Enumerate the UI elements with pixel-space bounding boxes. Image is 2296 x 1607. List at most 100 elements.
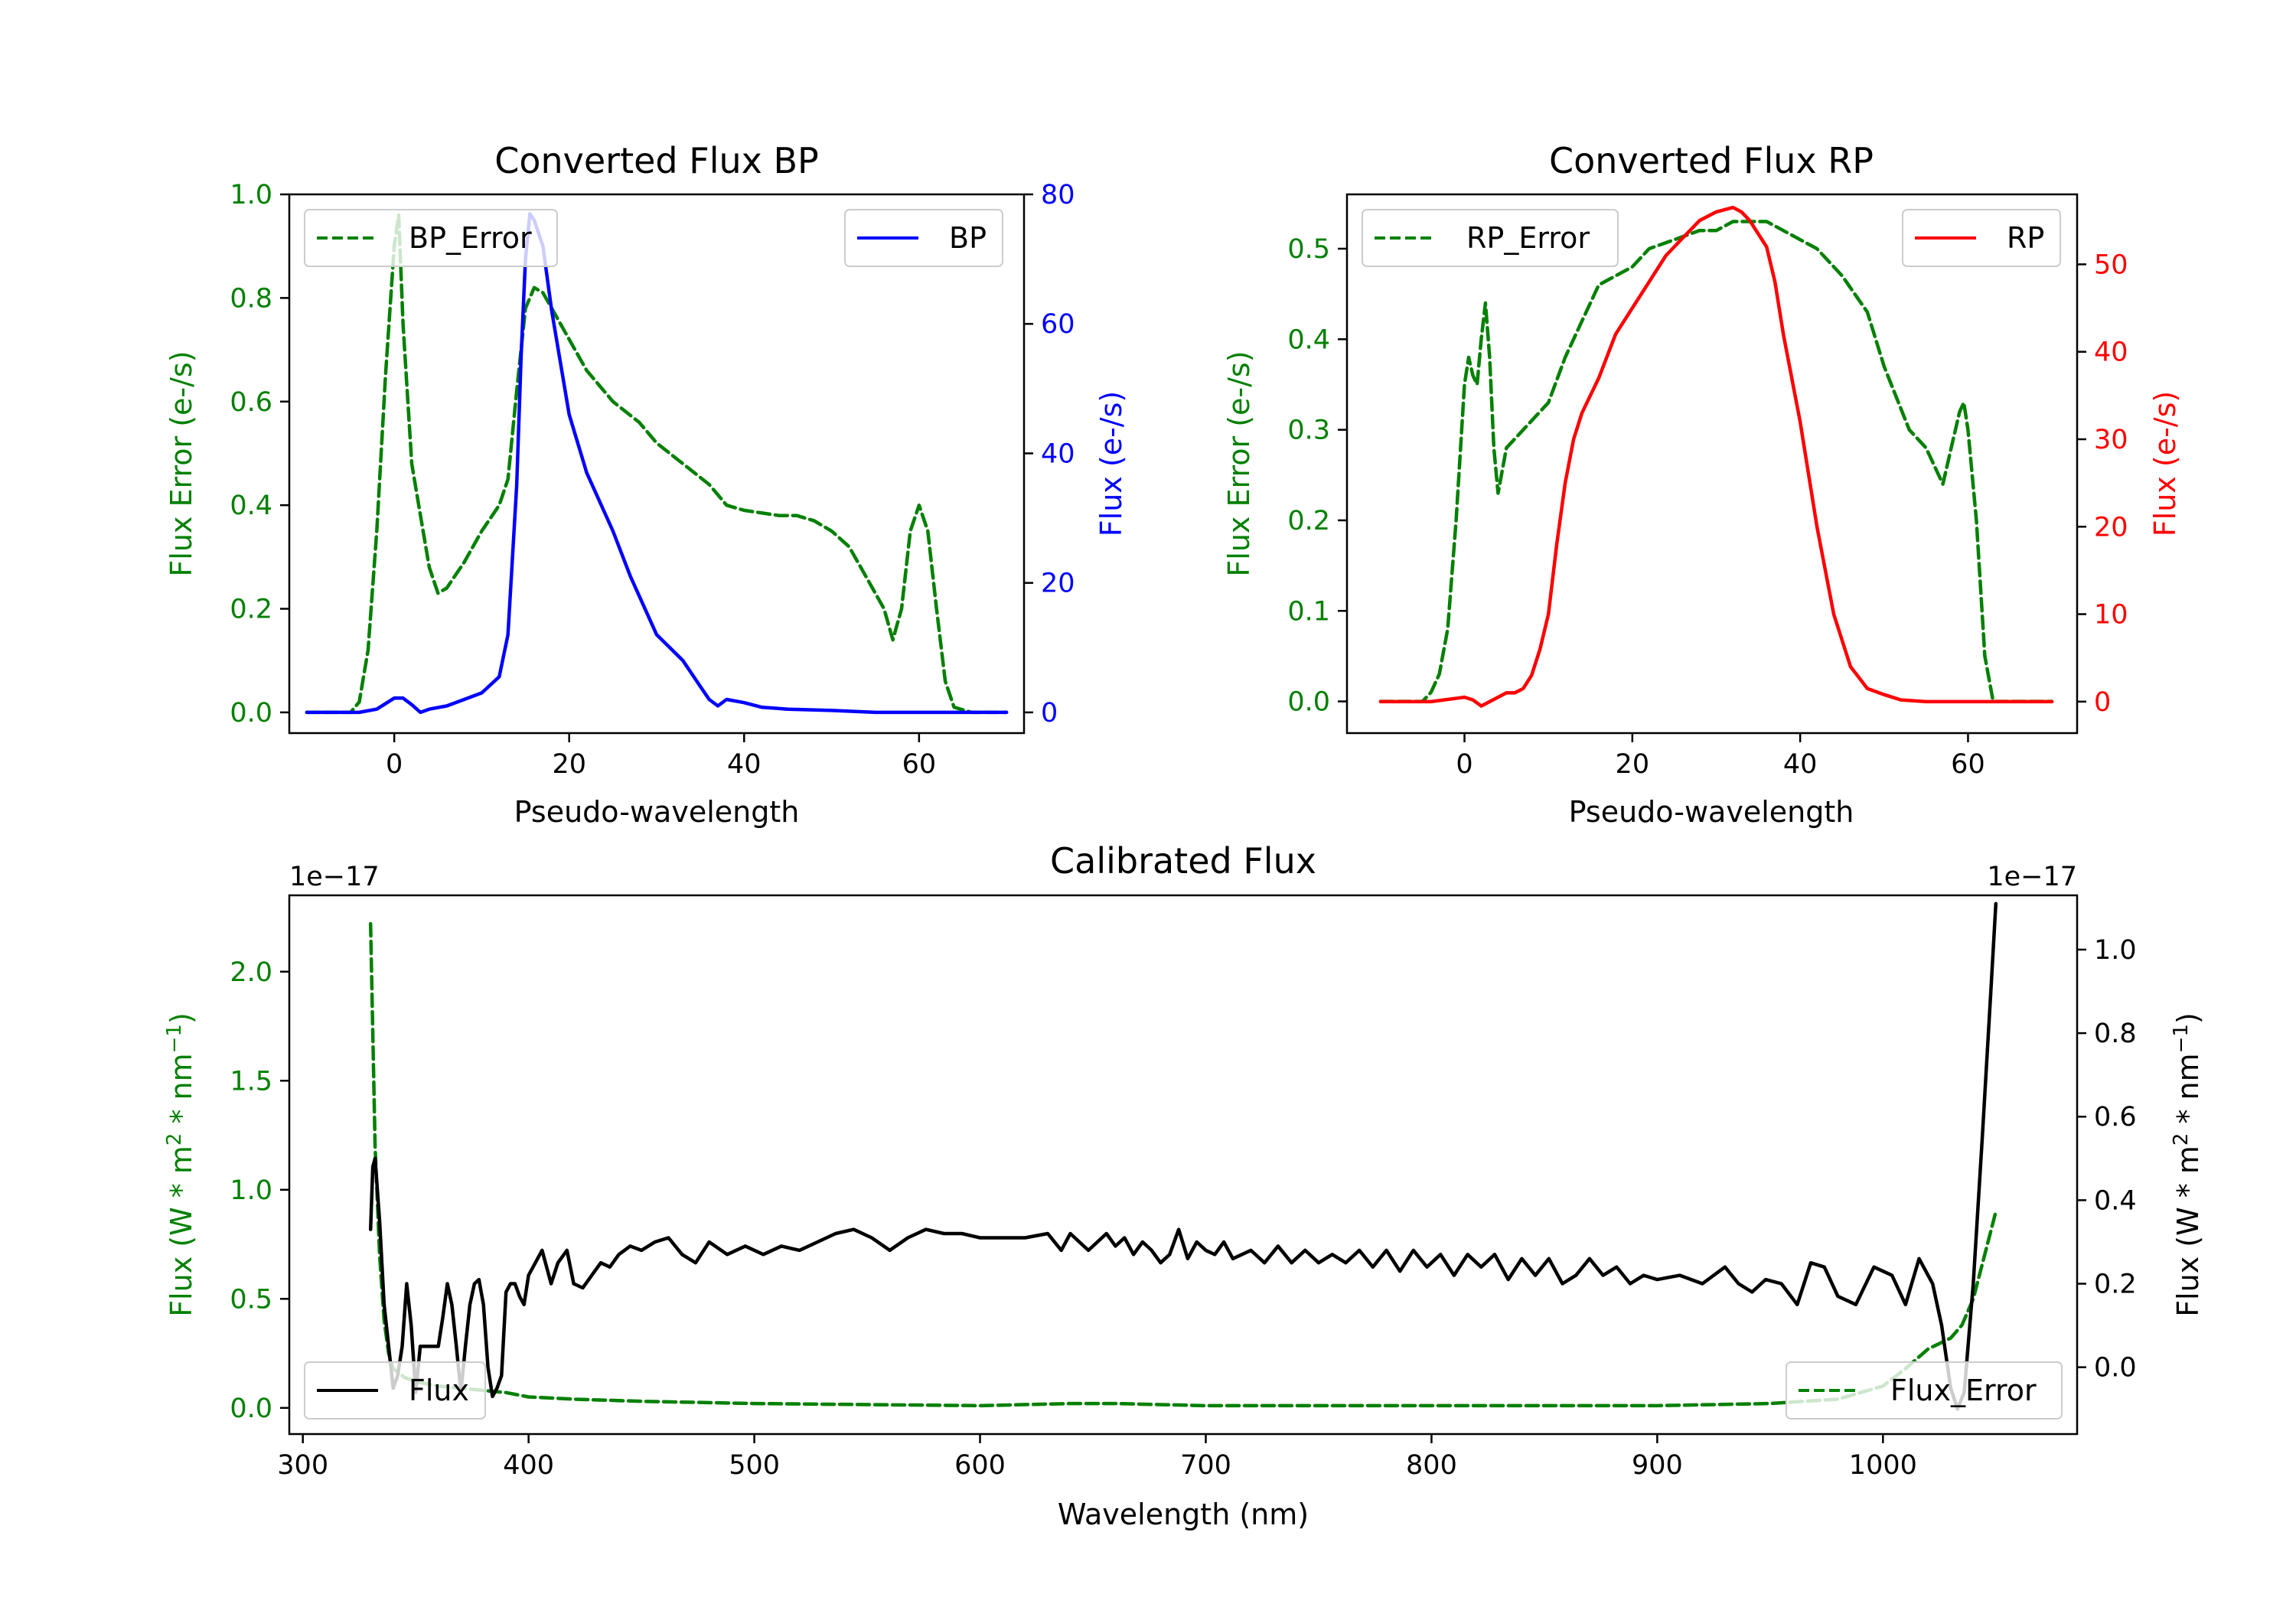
cal-offset-right: 1e−17 (1987, 862, 2077, 892)
bp-ytick-left-label: 0.4 (230, 491, 272, 521)
rp-ytick-right-label: 0 (2094, 687, 2111, 718)
rp-legend-left-box (1362, 209, 1619, 267)
bp-ytick-left-label: 0.8 (230, 283, 272, 314)
rp-frame (1345, 193, 2079, 735)
cal-ylabel-right: Flux (W * m2 * nm−1) (2170, 1012, 2205, 1317)
bp-xtick-label: 60 (902, 749, 937, 780)
rp-series-rp (1378, 205, 2054, 708)
cal-ytick-left-label: 1.0 (230, 1175, 272, 1206)
cal-legend-left-label: Flux (409, 1374, 469, 1407)
cal-legend-left: Flux (304, 1361, 486, 1420)
bp-series-bp (305, 212, 1009, 715)
cal-xtick-label: 1000 (1849, 1450, 1917, 1481)
bp-xtick-label: 40 (727, 749, 762, 780)
cal-frame (288, 894, 2079, 1436)
bp-legend-left-label: BP_Error (409, 221, 532, 255)
cal-ytick-right-label: 0.8 (2094, 1019, 2137, 1049)
rp-xtick-label: 20 (1616, 749, 1650, 780)
rp-ytick-right-label: 50 (2094, 249, 2128, 280)
rp-ylabel-left: Flux Error (e-/s) (1222, 350, 1256, 576)
cal-ytick-right-label: 0.4 (2094, 1185, 2137, 1216)
bp-ytick-right-label: 40 (1041, 438, 1075, 469)
cal-ytick-right-label: 1.0 (2094, 935, 2137, 966)
bp-legend-left: BP_Error (304, 209, 558, 267)
panel-cal: Calibrated Flux 1e−17 1e−17 300 400 500 600… (163, 840, 2205, 1531)
cal-legend-left-box (304, 1361, 486, 1420)
rp-ticks-group: 0 20 40 60 0.0 0.1 0.2 0.3 0.4 0.5 0 10 20 30 40 50 (1287, 234, 2128, 780)
cal-ytick-right-label: 0.2 (2094, 1270, 2137, 1300)
cal-xlabel: Wavelength (nm) (1058, 1498, 1309, 1531)
cal-legend-right: Flux_Error (1786, 1361, 2063, 1420)
rp-ytick-left-label: 0.2 (1287, 506, 1330, 536)
rp-ytick-left-label: 0.5 (1287, 234, 1330, 265)
bp-xtick-label: 0 (386, 749, 403, 780)
bp-legend-left-box (304, 209, 558, 267)
bp-title: Converted Flux BP (494, 140, 819, 181)
bp-ytick-left-label: 0.2 (230, 595, 272, 625)
cal-legend-right-box (1786, 1361, 2063, 1420)
rp-xlabel: Pseudo-wavelength (1569, 795, 1854, 829)
bp-ytick-right-label: 60 (1041, 309, 1075, 340)
panel-rp: Converted Flux RP 0 20 40 60 0.0 0.1 0.2 0.3 0.4… (1222, 140, 2182, 829)
cal-ytick-right-label: 0.0 (2094, 1353, 2137, 1384)
rp-ytick-right-label: 40 (2094, 337, 2128, 368)
bp-frame (288, 193, 1026, 735)
cal-ytick-left-label: 0.5 (230, 1284, 272, 1315)
bp-ylabel-right: Flux (e-/s) (1094, 391, 1128, 536)
cal-ticks-group: 300 400 500 600 700 800 900 1000 0.0 0.5 1.0 1.5 2.0… (230, 935, 2136, 1481)
rp-ylabel-right: Flux (e-/s) (2148, 391, 2182, 536)
panel-bp: Converted Flux BP 0 20 40 60 0.0 0.2 0.4 0.6 0.8… (165, 140, 1128, 829)
bp-xtick-label: 20 (552, 749, 586, 780)
rp-legend-right: RP (1902, 209, 2061, 267)
cal-offset-left: 1e−17 (289, 862, 380, 892)
cal-ytick-left-label: 0.0 (230, 1393, 272, 1424)
bp-ytick-left-label: 0.0 (230, 698, 272, 729)
cal-xtick-label: 600 (954, 1450, 1006, 1481)
bp-legend-right: BP (844, 209, 1003, 267)
rp-xtick-label: 40 (1783, 749, 1818, 780)
cal-legend-right-label: Flux_Error (1890, 1374, 2037, 1407)
rp-ytick-left-label: 0.0 (1287, 687, 1330, 718)
cal-xtick-label: 700 (1180, 1450, 1231, 1481)
rp-legend-left: RP_Error (1362, 209, 1619, 267)
bp-series-group (305, 212, 1009, 715)
bp-ytick-left-label: 0.6 (230, 387, 272, 418)
cal-xtick-label: 500 (729, 1450, 780, 1481)
bp-ytick-left-label: 1.0 (230, 180, 272, 210)
cal-xtick-label: 900 (1632, 1450, 1683, 1481)
rp-ytick-left-label: 0.1 (1287, 596, 1330, 627)
rp-ytick-right-label: 30 (2094, 425, 2128, 455)
cal-series-flux (368, 901, 1998, 1411)
cal-ytick-left-label: 1.5 (230, 1066, 272, 1097)
rp-ytick-right-label: 20 (2094, 512, 2128, 543)
bp-legend-right-label: BP (949, 221, 987, 255)
bp-ytick-right-label: 80 (1041, 180, 1075, 210)
cal-xtick-label: 800 (1406, 1450, 1457, 1481)
rp-legend-left-label: RP_Error (1466, 221, 1590, 255)
cal-xtick-label: 400 (503, 1450, 554, 1481)
rp-xtick-label: 0 (1456, 749, 1473, 780)
rp-legend-right-label: RP (2007, 221, 2044, 255)
cal-series-flux-error (368, 921, 1998, 1408)
cal-ytick-right-label: 0.6 (2094, 1102, 2137, 1133)
bp-ytick-right-label: 20 (1041, 569, 1075, 599)
cal-xtick-label: 300 (277, 1450, 328, 1481)
rp-ytick-right-label: 10 (2094, 600, 2128, 631)
rp-title: Converted Flux RP (1549, 140, 1874, 181)
rp-series-rp-error (1378, 220, 2054, 703)
rp-xtick-label: 60 (1951, 749, 1985, 780)
bp-ticks-group: 0 20 40 60 0.0 0.2 0.4 0.6 0.8 1.0 0 20 40 60 80 (230, 180, 1075, 780)
cal-ylabel-left: Flux (W * m2 * nm−1) (163, 1012, 198, 1317)
cal-title: Calibrated Flux (1050, 840, 1316, 882)
cal-ytick-left-label: 2.0 (230, 957, 272, 988)
bp-ylabel-left: Flux Error (e-/s) (165, 350, 198, 576)
rp-series-group (1378, 205, 2054, 708)
rp-legend-right-box (1902, 209, 2061, 267)
bp-legend-right-box (844, 209, 1003, 267)
cal-series-group (368, 901, 1998, 1411)
bp-ytick-right-label: 0 (1041, 698, 1058, 729)
bp-series-bp-error (305, 213, 1009, 715)
bp-xlabel: Pseudo-wavelength (514, 795, 800, 829)
rp-ytick-left-label: 0.4 (1287, 324, 1330, 355)
